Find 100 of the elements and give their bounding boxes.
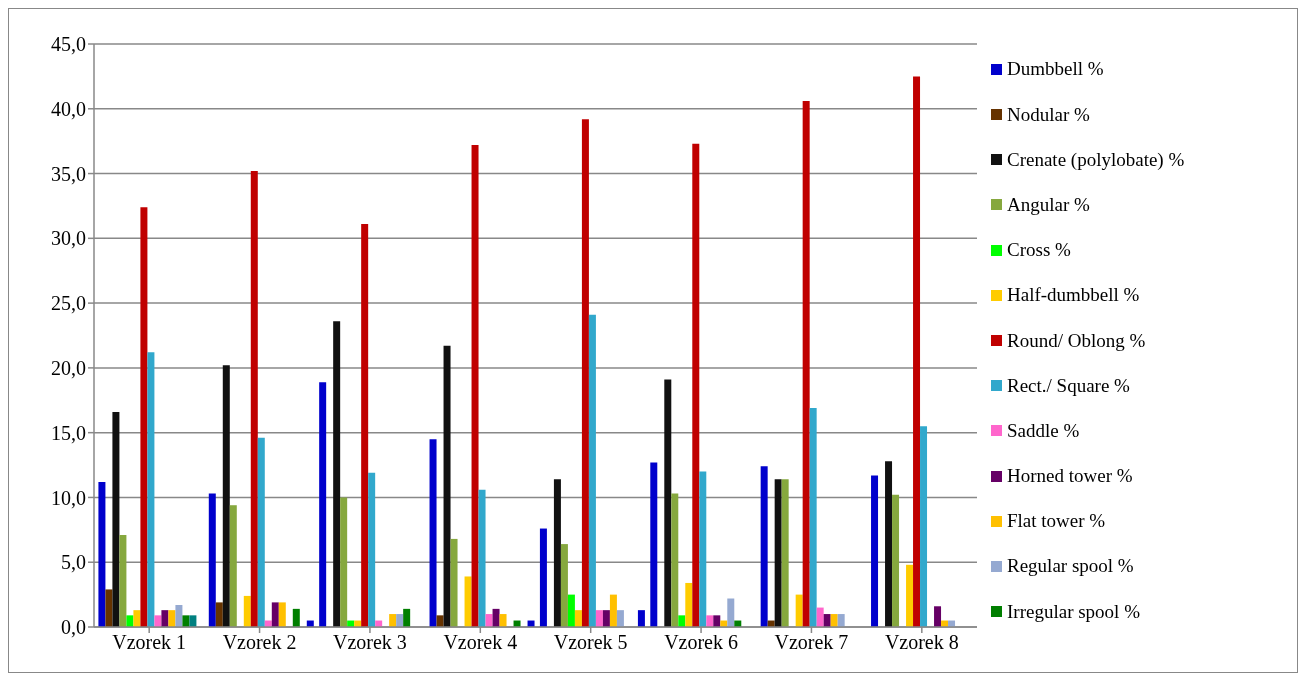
bar <box>595 610 603 627</box>
bar <box>553 479 561 627</box>
x-tick-label: Vzorek 7 <box>774 631 849 654</box>
bar <box>837 614 845 627</box>
bar <box>802 101 810 627</box>
bar <box>602 610 610 627</box>
bar <box>154 615 162 627</box>
bar <box>499 614 507 627</box>
y-tick-label: 25,0 <box>51 292 86 315</box>
bar <box>278 602 286 627</box>
x-tick-label: Vzorek 8 <box>884 631 959 654</box>
bar <box>871 475 879 627</box>
bar <box>560 544 568 627</box>
bar <box>222 365 230 627</box>
legend-label: Horned tower % <box>1007 465 1133 488</box>
bar <box>403 608 411 627</box>
bar <box>637 610 645 627</box>
y-tick-label: 35,0 <box>51 162 86 185</box>
bar <box>361 224 369 627</box>
bar <box>616 610 624 627</box>
bar <box>319 382 327 627</box>
legend-label: Dumbbell % <box>1007 58 1104 81</box>
y-tick-label: 10,0 <box>51 486 86 509</box>
bar <box>685 582 693 627</box>
bar <box>333 321 341 627</box>
bar <box>539 528 547 627</box>
bar <box>906 564 914 627</box>
bar <box>692 143 700 627</box>
bar <box>809 408 817 627</box>
legend-label: Cross % <box>1007 239 1071 262</box>
bar <box>609 594 617 627</box>
bar <box>450 538 458 627</box>
y-tick-label: 0,0 <box>61 616 86 639</box>
legend-label: Round/ Oblong % <box>1007 329 1146 352</box>
legend-label: Nodular % <box>1007 103 1090 126</box>
legend-label: Half-dumbbell % <box>1007 284 1140 307</box>
x-tick-label: Vzorek 3 <box>333 631 407 654</box>
bar <box>781 479 789 627</box>
legend-label: Angular % <box>1007 193 1090 216</box>
bar <box>98 481 106 627</box>
bar <box>340 497 348 627</box>
bar <box>920 426 928 627</box>
bar <box>471 145 479 627</box>
y-tick-label: 20,0 <box>51 356 86 379</box>
bar <box>208 493 216 627</box>
legend-label: Irregular spool % <box>1007 600 1140 623</box>
bar <box>112 411 120 627</box>
y-tick-label: 15,0 <box>51 421 86 444</box>
bar <box>574 610 582 627</box>
y-tick-label: 5,0 <box>61 551 86 574</box>
bar <box>478 489 486 627</box>
bar <box>147 352 155 627</box>
bar <box>243 595 251 627</box>
bar <box>774 479 782 627</box>
x-tick-label: Vzorek 5 <box>553 631 628 654</box>
bar <box>126 615 134 627</box>
bar <box>727 598 735 627</box>
bar <box>133 610 141 627</box>
bar <box>892 494 900 627</box>
bar <box>436 615 444 627</box>
bar <box>175 604 183 627</box>
bar <box>105 589 113 627</box>
bar <box>168 610 176 627</box>
bar <box>760 466 768 627</box>
bar <box>292 608 300 627</box>
bar <box>368 472 376 627</box>
bar <box>250 170 258 627</box>
bar <box>823 614 831 627</box>
bar <box>189 615 197 627</box>
bar <box>885 461 893 627</box>
bar <box>161 610 169 627</box>
bar <box>699 471 707 627</box>
legend-label: Crenate (polylobate) % <box>1007 148 1185 171</box>
bar <box>581 119 589 627</box>
bar <box>119 535 127 627</box>
bar <box>713 615 721 627</box>
bar <box>464 576 472 627</box>
bar <box>229 505 237 627</box>
legend-label: Regular spool % <box>1007 555 1134 578</box>
x-tick-label: Vzorek 2 <box>222 631 297 654</box>
bar <box>913 76 921 627</box>
bar <box>934 606 942 627</box>
bar <box>257 437 265 627</box>
bar <box>816 607 824 627</box>
bar <box>588 314 596 627</box>
bar <box>664 379 672 627</box>
bar <box>492 608 500 627</box>
bar <box>182 615 190 627</box>
legend-label: Saddle % <box>1007 419 1080 442</box>
bar <box>215 602 223 627</box>
legend-label: Flat tower % <box>1007 510 1106 533</box>
bar <box>271 602 279 627</box>
x-tick-label: Vzorek 4 <box>443 631 518 654</box>
bar <box>485 614 493 627</box>
bar <box>795 594 803 627</box>
x-tick-label: Vzorek 1 <box>112 631 187 654</box>
bar <box>830 614 838 627</box>
y-tick-label: 45,0 <box>51 33 86 56</box>
y-tick-label: 40,0 <box>51 97 86 120</box>
bar <box>396 614 404 627</box>
